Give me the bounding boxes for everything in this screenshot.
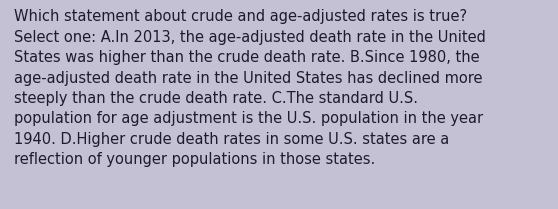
- Text: Which statement about crude and age-adjusted rates is true?
Select one: A.In 201: Which statement about crude and age-adju…: [14, 9, 486, 167]
